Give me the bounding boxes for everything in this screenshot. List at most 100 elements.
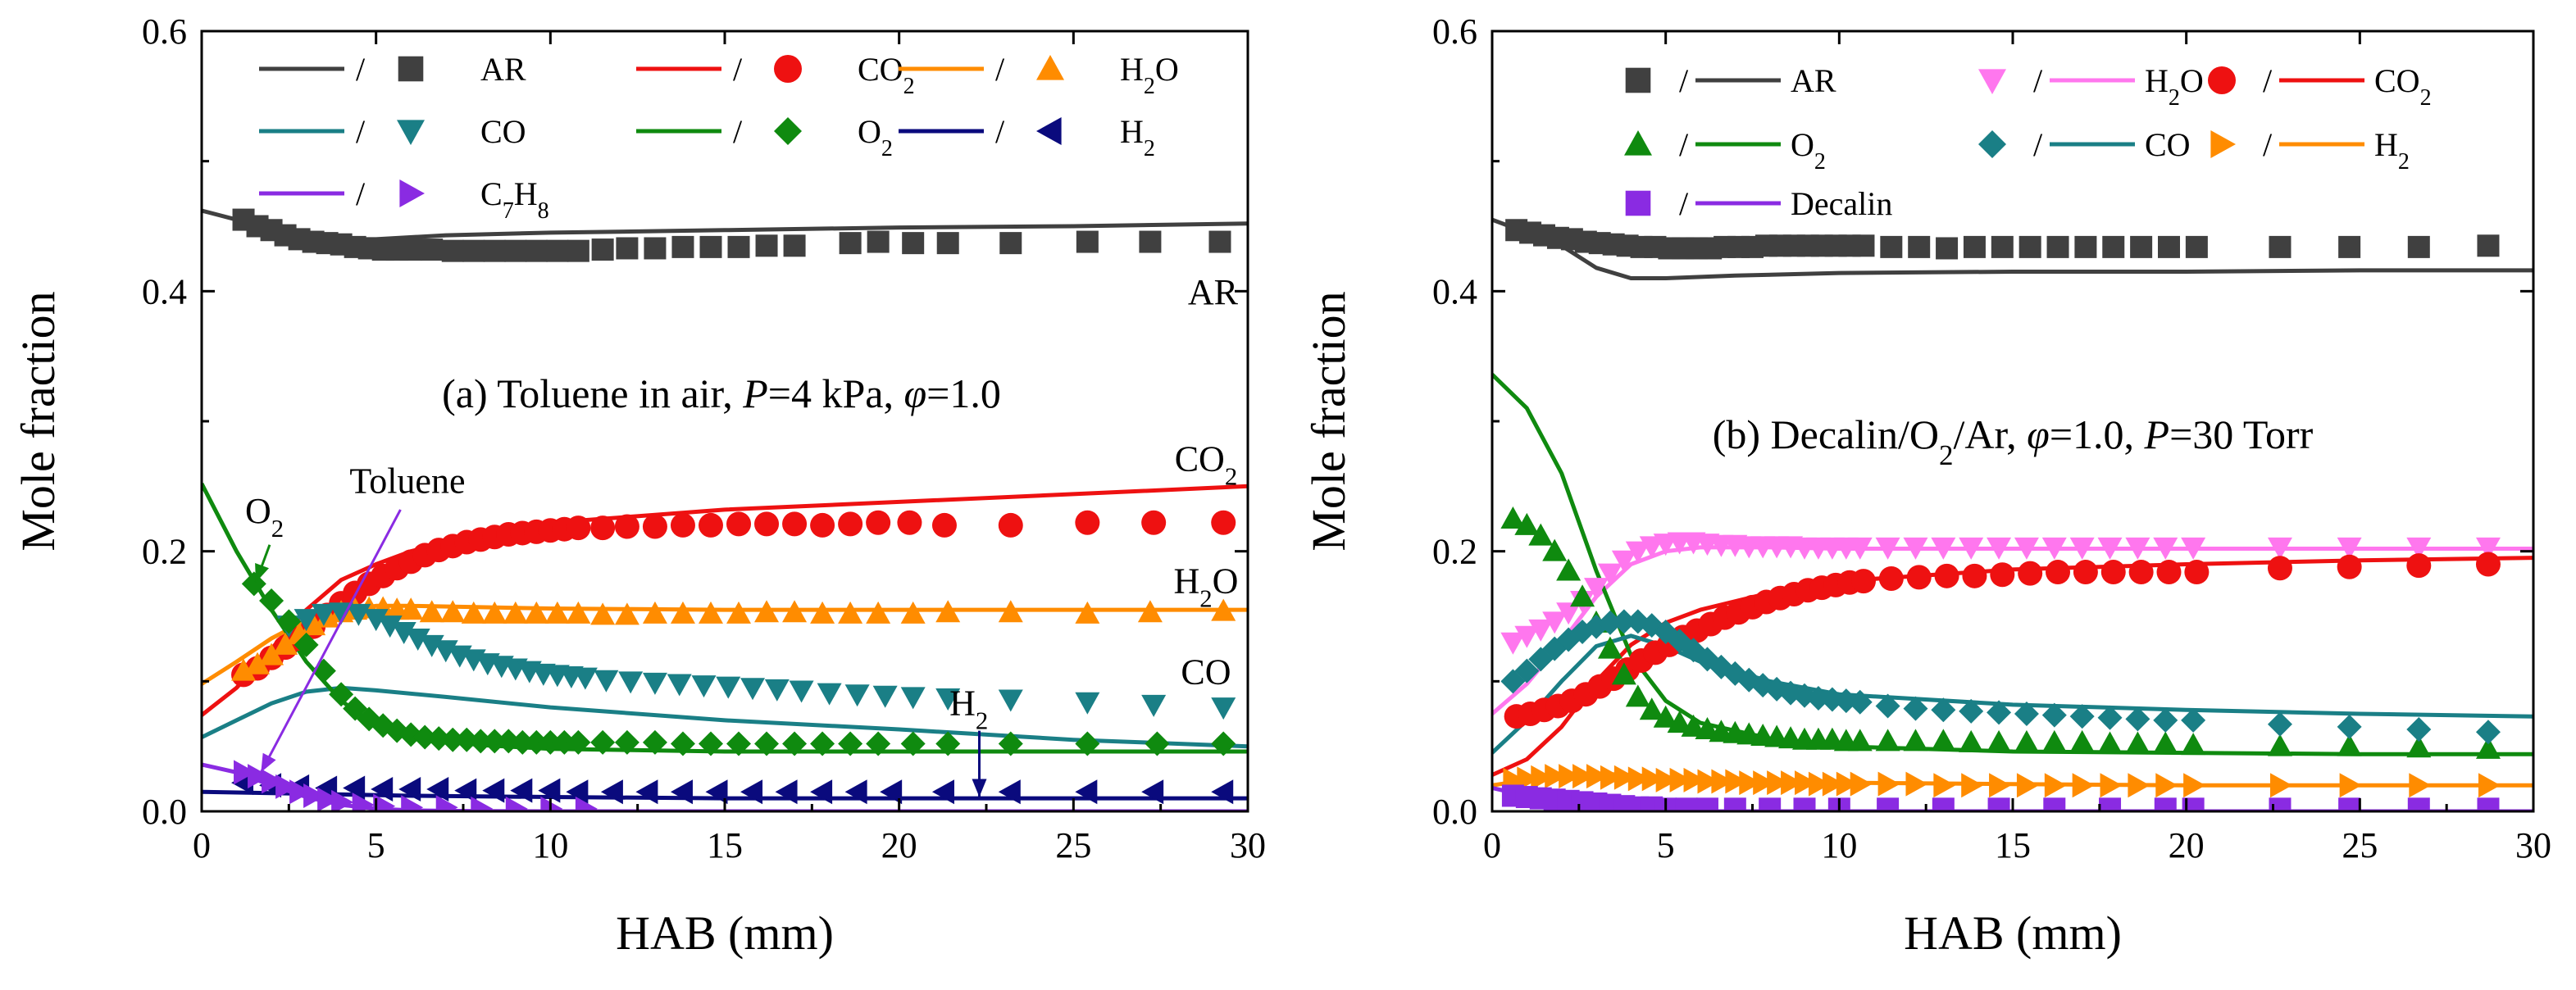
data-point-AR (1139, 230, 1162, 253)
data-point-H2O (2337, 537, 2362, 560)
data-point-O2 (1597, 636, 1623, 659)
data-point-H2O (2041, 537, 2067, 560)
data-point-CO (405, 628, 430, 651)
data-point-O2 (838, 731, 863, 756)
data-point-H2O (1903, 537, 1928, 560)
data-point-H2 (1613, 765, 1636, 790)
legend-label-H2: H2 (2374, 126, 2410, 175)
data-point-CO2 (2100, 560, 2126, 585)
legend-separator: / (1679, 62, 1689, 99)
data-point-H2 (1211, 779, 1234, 805)
data-point-O2 (1987, 729, 2012, 752)
data-point-H2O (698, 601, 723, 624)
data-point-H2O (782, 600, 808, 623)
data-point-H2 (1641, 766, 1664, 792)
legend-label-AR: AR (1791, 62, 1836, 99)
data-point-AR (699, 235, 722, 258)
data-point-O2 (2153, 731, 2178, 754)
data-point-AR (2046, 235, 2069, 258)
data-point-O2 (1514, 512, 1540, 535)
data-point-O2 (259, 588, 284, 613)
data-point-C7H8 (248, 764, 271, 789)
data-point-O2 (276, 609, 302, 634)
data-point-H2O (2014, 537, 2039, 560)
plot-area (202, 208, 1248, 811)
legend-marker-O2 (1624, 130, 1652, 156)
data-point-CO (2406, 717, 2432, 742)
data-point-CO (1514, 658, 1540, 683)
legend-label-CO2: CO2 (2374, 62, 2432, 111)
data-point-O2 (2181, 733, 2206, 756)
data-point-AR (2102, 235, 2125, 258)
data-point-CO (311, 603, 336, 626)
legend-separator: / (733, 113, 743, 150)
data-point-CO (1819, 687, 1845, 712)
data-point-CO2 (1934, 563, 1959, 588)
data-point-CO2 (1962, 563, 1987, 588)
data-point-CO (2069, 704, 2095, 729)
data-point-CO (1987, 700, 2012, 725)
legend-separator: / (2033, 62, 2043, 99)
data-point-AR (2477, 234, 2500, 257)
data-point-H2 (1586, 764, 1609, 789)
legend-separator: / (2263, 126, 2273, 163)
data-point-CO2 (866, 510, 891, 535)
data-point-AR (2185, 235, 2208, 258)
data-point-O2 (2267, 733, 2292, 756)
legend-separator: / (356, 113, 366, 150)
data-point-O2 (496, 729, 521, 754)
data-point-H2 (1627, 766, 1650, 792)
legend-marker-AR (1625, 67, 1651, 93)
data-point-H2 (2044, 773, 2067, 798)
data-point-O2 (2406, 735, 2432, 758)
data-point-H2 (1836, 771, 1859, 797)
data-point-H2 (1141, 779, 1164, 805)
data-point-O2 (426, 726, 452, 752)
data-point-H2O (1542, 611, 1568, 634)
legend-label-O2: O2 (858, 113, 893, 161)
data-point-O2 (1611, 662, 1636, 685)
data-point-H2O (670, 601, 695, 624)
data-point-H2O (245, 652, 271, 674)
data-point-H2 (1989, 773, 2012, 798)
data-point-C7H8 (303, 783, 326, 808)
x-axis-label: HAB (mm) (616, 906, 834, 960)
data-point-H2O (2069, 537, 2095, 560)
data-point-H2O (503, 601, 528, 624)
data-point-CO2 (1878, 565, 1904, 591)
legend-label-C7H8: C7H8 (480, 175, 549, 224)
data-point-H2 (1739, 770, 1762, 796)
data-point-C7H8 (234, 760, 257, 785)
data-point-H2 (2155, 773, 2178, 798)
data-point-H2 (2072, 773, 2095, 798)
data-point-CO (1875, 693, 1900, 719)
data-point-CO (1805, 685, 1831, 711)
data-point-H2O (2097, 537, 2123, 560)
legend-marker-H2 (2210, 130, 2236, 158)
data-point-H2O (1528, 619, 1554, 642)
data-point-O2 (1667, 711, 1692, 733)
data-point-AR (1991, 235, 2014, 258)
data-point-Decalin (2043, 797, 2066, 811)
legend-separator: / (1679, 185, 1689, 222)
data-point-CO (572, 667, 598, 690)
data-point-O2 (482, 729, 507, 754)
data-point-O2 (1145, 731, 1170, 756)
data-point-H2 (1781, 770, 1804, 796)
data-point-Decalin (1675, 797, 1698, 811)
data-point-H2 (810, 779, 833, 805)
data-point-H2O (1611, 550, 1636, 573)
data-point-H2 (1822, 771, 1845, 797)
data-point-CO (691, 675, 717, 698)
data-point-CO2 (782, 511, 808, 537)
data-point-H2 (566, 779, 589, 805)
data-point-CO (998, 689, 1023, 712)
data-point-H2O (566, 601, 591, 624)
data-point-H2O (1075, 601, 1100, 624)
data-point-H2 (635, 779, 658, 805)
data-point-CO (2181, 707, 2206, 733)
x-tick-label: 0 (1483, 825, 1501, 865)
data-point-C7H8 (275, 774, 298, 799)
data-point-H2 (1545, 764, 1568, 789)
